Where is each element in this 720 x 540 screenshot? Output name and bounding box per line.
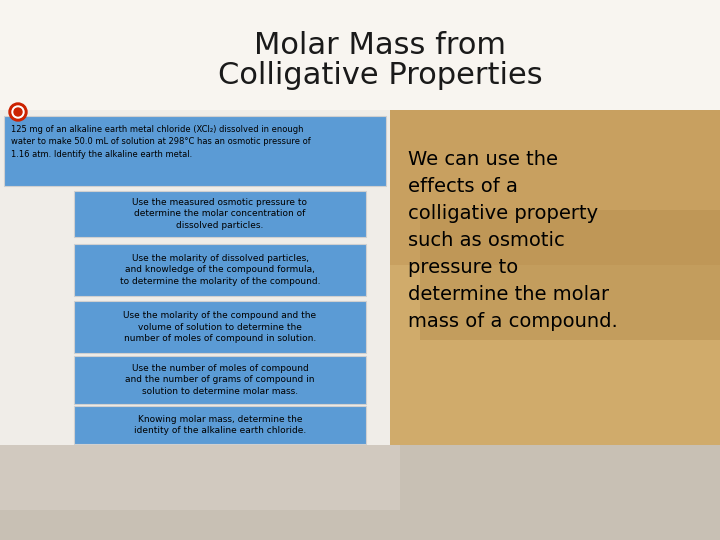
Text: Use the molarity of dissolved particles,
and knowledge of the compound formula,
: Use the molarity of dissolved particles,… bbox=[120, 254, 320, 286]
Text: determine the molar: determine the molar bbox=[408, 285, 609, 304]
Circle shape bbox=[9, 103, 27, 121]
Text: We can use the: We can use the bbox=[408, 150, 558, 169]
Circle shape bbox=[12, 106, 24, 118]
Text: colligative property: colligative property bbox=[408, 204, 598, 223]
Text: Use the measured osmotic pressure to
determine the molar concentration of
dissol: Use the measured osmotic pressure to det… bbox=[132, 198, 307, 230]
Circle shape bbox=[14, 108, 22, 116]
Text: Use the molarity of the compound and the
volume of solution to determine the
num: Use the molarity of the compound and the… bbox=[123, 310, 317, 343]
Text: Colligative Properties: Colligative Properties bbox=[217, 60, 542, 90]
Text: mass of a compound.: mass of a compound. bbox=[408, 312, 618, 331]
Bar bbox=[0, 110, 400, 445]
Bar bbox=[390, 265, 720, 445]
FancyBboxPatch shape bbox=[74, 244, 366, 296]
Text: Molar Mass from: Molar Mass from bbox=[254, 30, 506, 59]
Text: Use the number of moles of compound
and the number of grams of compound in
solut: Use the number of moles of compound and … bbox=[125, 364, 315, 396]
Bar bbox=[390, 110, 720, 445]
Text: pressure to: pressure to bbox=[408, 258, 518, 277]
Bar bbox=[0, 445, 400, 510]
Bar bbox=[0, 0, 720, 110]
Text: such as osmotic: such as osmotic bbox=[408, 231, 564, 250]
Text: Knowing molar mass, determine the
identity of the alkaline earth chloride.: Knowing molar mass, determine the identi… bbox=[134, 415, 306, 435]
Bar bbox=[0, 0, 720, 445]
FancyBboxPatch shape bbox=[74, 406, 366, 444]
Text: 125 mg of an alkaline earth metal chloride (XCl₂) dissolved in enough
water to m: 125 mg of an alkaline earth metal chlori… bbox=[11, 125, 311, 159]
FancyBboxPatch shape bbox=[74, 301, 366, 353]
Text: effects of a: effects of a bbox=[408, 177, 518, 196]
FancyBboxPatch shape bbox=[4, 116, 386, 186]
Bar bbox=[420, 210, 720, 340]
FancyBboxPatch shape bbox=[74, 356, 366, 404]
FancyBboxPatch shape bbox=[74, 191, 366, 237]
Bar bbox=[0, 445, 720, 540]
